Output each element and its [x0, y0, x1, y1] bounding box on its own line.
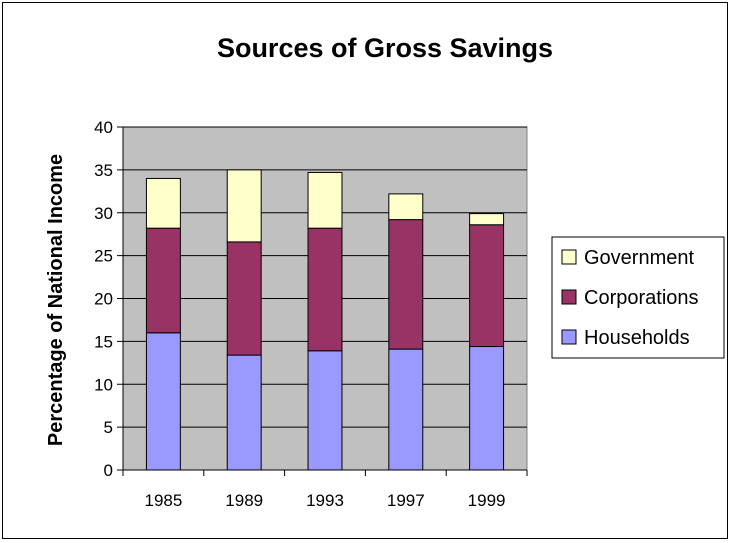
y-tick-label: 30 [94, 204, 113, 223]
y-tick-label: 0 [104, 461, 113, 480]
legend-swatch-government [561, 249, 577, 265]
bar-government-1997 [388, 193, 424, 221]
y-tick-label: 40 [94, 118, 113, 137]
y-tick-label: 10 [94, 375, 113, 394]
bar-households-1997 [388, 348, 424, 471]
x-tick-label: 1985 [144, 491, 182, 510]
legend-label-government: Government [584, 247, 694, 269]
bar-corporations-1985 [145, 227, 181, 334]
bar-government-1999 [469, 213, 505, 226]
legend-box [551, 236, 725, 359]
y-tick-label: 5 [104, 418, 113, 437]
legend-swatch-corporations [561, 289, 577, 305]
bar-households-1989 [226, 354, 262, 471]
bar-households-1999 [469, 346, 505, 471]
legend-swatch-households [561, 329, 577, 345]
bar-government-1993 [307, 171, 343, 229]
y-tick-label: 35 [94, 161, 113, 180]
x-tick-label: 1989 [225, 491, 263, 510]
y-tick-label: 25 [94, 247, 113, 266]
y-tick-label: 20 [94, 290, 113, 309]
y-tick-label: 15 [94, 332, 113, 351]
bar-corporations-1989 [226, 241, 262, 356]
legend: Government Corporations Households [551, 236, 725, 359]
bar-corporations-1993 [307, 227, 343, 352]
bar-households-1993 [307, 350, 343, 471]
x-tick-label: 1993 [306, 491, 344, 510]
bar-corporations-1997 [388, 219, 424, 350]
y-axis-label: Percentage of National Income [45, 154, 67, 446]
bar-corporations-1999 [469, 224, 505, 348]
chart-title: Sources of Gross Savings [217, 33, 553, 63]
legend-label-households: Households [584, 327, 690, 349]
x-tick-label: 1999 [468, 491, 506, 510]
bar-government-1989 [226, 169, 262, 243]
axes: 0 5 10 15 20 25 30 35 40 1985 1989 1993 1997 1999 [94, 118, 528, 510]
legend-label-corporations: Corporations [584, 287, 699, 309]
bar-government-1985 [145, 177, 181, 229]
x-tick-label: 1997 [387, 491, 425, 510]
bars [145, 169, 505, 471]
bar-households-1985 [145, 332, 181, 471]
